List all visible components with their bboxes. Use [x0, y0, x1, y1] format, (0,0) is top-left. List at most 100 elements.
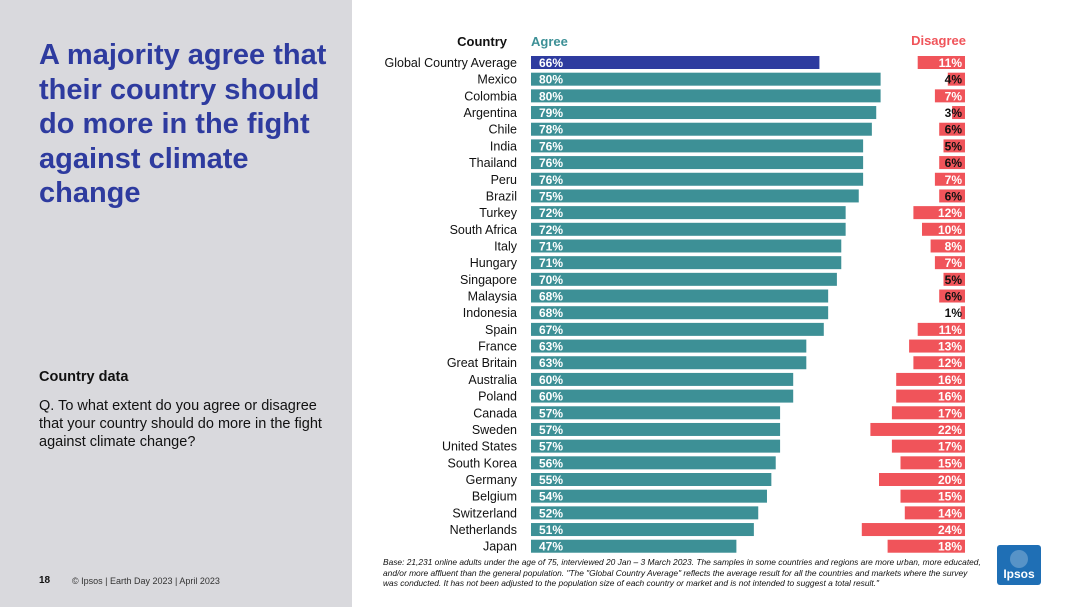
left-panel: A majority agree that their country shou… [0, 0, 352, 607]
disagree-bar [900, 489, 965, 503]
agree-value-label: 71% [539, 256, 563, 270]
disagree-value-label: 5% [945, 139, 963, 153]
disagree-value-label: 8% [945, 239, 963, 253]
header-disagree: Disagree [911, 33, 966, 48]
disagree-bar [952, 106, 965, 120]
disagree-value-label: 12% [938, 206, 962, 220]
agree-bar [531, 539, 737, 553]
agree-bar [531, 189, 859, 203]
category-label: Mexico [477, 73, 517, 87]
disagree-value-label: 16% [938, 390, 962, 404]
disagree-value-label: 12% [938, 356, 962, 370]
disagree-bar [917, 56, 965, 69]
agree-value-label: 57% [539, 406, 563, 420]
category-label: Belgium [472, 490, 517, 504]
disagree-value-label: 1% [945, 306, 963, 320]
agree-bar [531, 72, 881, 86]
header-agree: Agree [531, 34, 568, 49]
disagree-value-label: 6% [945, 123, 963, 137]
agree-bar [531, 222, 846, 236]
agree-value-label: 60% [539, 390, 563, 404]
agree-bar [531, 322, 824, 336]
disagree-value-label: 10% [938, 223, 962, 237]
disagree-value-label: 6% [945, 290, 963, 304]
agree-value-label: 80% [539, 89, 563, 103]
agree-bar [531, 289, 829, 303]
disagree-value-label: 13% [938, 340, 962, 354]
category-label: Brazil [486, 189, 517, 203]
disagree-value-label: 5% [945, 273, 963, 287]
disagree-bar [909, 339, 965, 353]
category-label: South Africa [450, 223, 517, 237]
agree-value-label: 72% [539, 206, 563, 220]
agree-bar [531, 256, 842, 270]
disagree-value-label: 20% [938, 473, 962, 487]
category-label: Canada [473, 406, 517, 420]
agree-value-label: 47% [539, 540, 563, 554]
disagree-bar [904, 506, 965, 520]
agree-bar [531, 473, 772, 486]
category-label: Hungary [470, 256, 518, 270]
agree-value-label: 56% [539, 456, 563, 470]
disagree-bar [896, 389, 965, 403]
agree-bar [531, 239, 842, 253]
disagree-value-label: 6% [945, 189, 963, 203]
page-number: 18 [39, 575, 51, 586]
disagree-bar [934, 172, 965, 186]
disagree-bar [939, 156, 965, 170]
disagree-bar [900, 456, 965, 470]
agree-bar [531, 406, 781, 420]
agree-value-label: 76% [539, 173, 563, 187]
agree-bar [531, 389, 794, 403]
agree-bar [531, 506, 759, 520]
category-label: France [478, 340, 517, 354]
survey-question: Q. To what extent do you agree or disagr… [39, 398, 322, 450]
agree-value-label: 68% [539, 290, 563, 304]
disagree-value-label: 18% [938, 540, 962, 554]
agree-bar [531, 372, 794, 386]
agree-value-label: 51% [539, 523, 563, 537]
agree-bar [531, 206, 846, 220]
section-title: Country data [39, 369, 129, 385]
disagree-bar [887, 539, 965, 553]
disagree-value-label: 4% [945, 73, 963, 87]
logo-text: Ipsos [1003, 567, 1035, 581]
agree-bar [531, 356, 807, 370]
category-label: Poland [478, 390, 517, 404]
category-label: Singapore [460, 273, 517, 287]
agree-value-label: 80% [539, 73, 563, 87]
disagree-bar [943, 139, 965, 153]
disagree-bar [896, 372, 965, 386]
disagree-value-label: 14% [938, 506, 962, 520]
category-label: Netherlands [450, 523, 517, 537]
category-label: Spain [485, 323, 517, 337]
footer-copyright: © Ipsos | Earth Day 2023 | April 2023 [72, 576, 220, 586]
disagree-value-label: 17% [938, 440, 962, 454]
agree-bar [531, 122, 872, 136]
disagree-value-label: 7% [945, 173, 963, 187]
category-label: Colombia [464, 89, 517, 103]
agree-value-label: 57% [539, 440, 563, 454]
header-country: Country [457, 34, 508, 49]
category-label: Japan [483, 540, 517, 554]
disagree-bar [870, 422, 965, 436]
agree-bar [531, 306, 829, 320]
category-label: Switzerland [452, 506, 517, 520]
category-label: United States [442, 440, 517, 454]
disagree-bar [913, 356, 965, 370]
category-label: South Korea [448, 456, 518, 470]
disagree-value-label: 16% [938, 373, 962, 387]
disagree-bar [891, 406, 965, 420]
disagree-value-label: 11% [939, 323, 963, 337]
agree-value-label: 76% [539, 139, 563, 153]
agree-value-label: 63% [539, 340, 563, 354]
ipsos-logo: Ipsos [997, 545, 1041, 585]
disagree-bar [934, 89, 965, 103]
category-label: Thailand [469, 156, 517, 170]
category-label: Great Britain [447, 356, 517, 370]
base-note: Base: 21,231 online adults under the age… [383, 557, 981, 589]
disagree-bar [861, 523, 965, 537]
agree-bar [531, 339, 807, 353]
agree-disagree-chart: Country Agree Disagree Global Country Avera… [385, 33, 967, 554]
disagree-bar [913, 206, 965, 220]
